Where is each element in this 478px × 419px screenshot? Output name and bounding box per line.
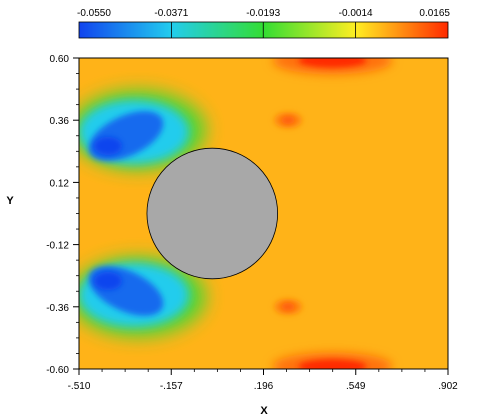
y-tick-label: -0.60: [46, 365, 69, 376]
x-axis-title: X: [260, 405, 268, 417]
y-tick-label: 0.12: [50, 178, 70, 189]
x-tick-label: -.157: [160, 381, 183, 392]
colorbar-tick-label: -0.0014: [339, 8, 373, 19]
x-tick-label: .196: [254, 381, 274, 392]
edge-band: [272, 58, 393, 75]
colorbar-tick-label: -0.0193: [246, 8, 280, 19]
x-tick-label: .549: [346, 381, 366, 392]
colorbar-ticks: -0.0550 -0.0371 -0.0193 -0.0014 0.0165: [77, 8, 450, 38]
colorbar: -0.0550 -0.0371 -0.0193 -0.0014 0.0165: [77, 8, 450, 39]
vortex-crescent: [79, 257, 207, 338]
y-axis: -0.60 -0.36 -0.12 0.12 0.36 0.60: [46, 54, 79, 376]
hot-spot: [274, 112, 303, 129]
hot-spot: [274, 298, 303, 315]
vortex-crescent: [79, 89, 207, 170]
y-tick-label: 0.36: [50, 116, 70, 127]
flow-features: [79, 58, 393, 369]
x-tick-label: -.510: [68, 381, 91, 392]
edge-band: [272, 352, 393, 369]
y-axis-title: Y: [6, 195, 14, 207]
y-tick-label: -0.36: [46, 303, 69, 314]
y-tick-label: -0.12: [46, 241, 69, 252]
contour-field: [79, 58, 448, 369]
colorbar-tick-label: 0.0165: [419, 8, 450, 19]
colorbar-tick-label: -0.0371: [154, 8, 188, 19]
cylinder-obstacle: [146, 147, 279, 280]
colorbar-tick-label: -0.0550: [77, 8, 111, 19]
x-tick-label: .902: [438, 381, 458, 392]
x-axis: -.510 -.157 .196 .549 .902: [68, 369, 458, 392]
y-tick-label: 0.60: [50, 54, 70, 65]
